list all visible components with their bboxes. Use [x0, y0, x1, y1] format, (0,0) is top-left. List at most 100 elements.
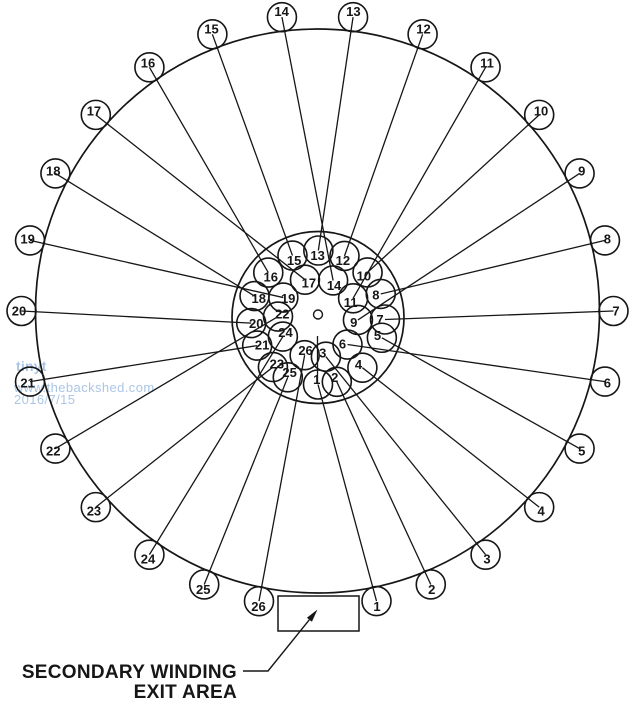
outer-wire-number-4: 4: [537, 503, 545, 518]
winding-line-10: [367, 114, 540, 273]
cluster-wire-circle-5: [366, 322, 398, 354]
winding-line-9: [357, 172, 580, 321]
cluster-wire-circle-25: [272, 362, 304, 393]
cluster-wire-number-4: 4: [355, 357, 363, 372]
winding-line-7: [384, 310, 614, 321]
outer-wire-circle-5: [564, 433, 595, 464]
outer-wire-number-3: 3: [483, 552, 490, 567]
exit-area-label: SECONDARY WINDING EXIT AREA: [22, 662, 237, 703]
outer-wire-number-5: 5: [578, 444, 585, 459]
winding-line-12: [343, 34, 424, 257]
outer-wire-number-11: 11: [480, 55, 494, 70]
outer-wire-circle-3: [470, 539, 501, 570]
outer-wire-number-15: 15: [204, 22, 218, 37]
cluster-wire-circle-17: [289, 264, 321, 295]
secondary-winding-exit-rect: [277, 595, 360, 632]
wire-bundle-outline-circle: [231, 230, 405, 405]
cluster-wire-circle-13: [303, 235, 334, 266]
winding-line-11: [352, 67, 487, 299]
stator-outline-circle: [34, 28, 601, 594]
winding-line-20: [21, 310, 252, 324]
outer-wire-number-12: 12: [416, 22, 430, 37]
outer-wire-circle-18: [40, 158, 71, 189]
cluster-wire-number-11: 11: [344, 295, 358, 310]
winding-line-5: [381, 337, 580, 450]
outer-wire-circle-21: [14, 366, 46, 397]
outer-wire-number-20: 20: [12, 304, 26, 319]
cluster-wire-number-17: 17: [302, 275, 316, 290]
winding-line-14: [281, 17, 334, 281]
cluster-wire-number-10: 10: [357, 268, 371, 283]
outer-wire-circle-14: [266, 1, 298, 33]
outer-wire-circle-23: [80, 491, 112, 523]
exit-area-callout: [243, 609, 318, 672]
cluster-wire-number-20: 20: [249, 316, 263, 331]
winding-line-15: [211, 34, 294, 256]
winding-line-1: [317, 384, 378, 602]
outer-wire-circle-15: [197, 18, 228, 50]
outer-wire-circle-25: [188, 569, 220, 600]
outer-wire-circle-9: [564, 158, 595, 189]
outer-wire-number-24: 24: [141, 552, 156, 567]
outer-wire-number-13: 13: [346, 4, 360, 19]
cluster-wire-number-6: 6: [339, 336, 346, 351]
outer-wire-number-22: 22: [46, 444, 60, 459]
cluster-wire-circle-4: [347, 352, 378, 383]
outer-wire-number-18: 18: [46, 163, 60, 178]
outer-wire-circle-16: [134, 52, 165, 83]
winding-line-17: [95, 114, 306, 281]
winding-line-6: [347, 343, 606, 383]
cluster-wire-number-21: 21: [255, 337, 269, 352]
cluster-wire-circle-24: [267, 321, 299, 352]
outer-wire-number-17: 17: [87, 104, 101, 119]
outer-wire-number-23: 23: [87, 503, 101, 518]
cluster-wire-circle-19: [268, 282, 299, 313]
exit-label-line2: EXIT AREA: [134, 682, 237, 703]
winding-line-18: [55, 172, 255, 297]
outer-wire-circle-13: [337, 1, 369, 33]
cluster-wire-number-8: 8: [372, 288, 379, 303]
winding-line-4: [361, 367, 540, 508]
outer-wire-circle-22: [40, 433, 71, 464]
cluster-wire-number-15: 15: [287, 253, 301, 268]
cluster-wire-number-23: 23: [270, 356, 284, 371]
winding-line-3: [325, 356, 487, 556]
winding-line-16: [148, 67, 269, 273]
cluster-wire-number-22: 22: [275, 306, 289, 321]
winding-line-25: [203, 377, 289, 585]
outer-wire-circle-24: [134, 539, 165, 570]
outer-wire-circle-6: [589, 366, 621, 397]
winding-line-26: [258, 355, 306, 602]
outer-wire-number-9: 9: [578, 163, 585, 178]
cluster-wire-circle-11: [337, 282, 369, 314]
cluster-wire-number-12: 12: [336, 253, 350, 268]
winding-line-23: [95, 366, 274, 508]
leader-arrowhead-icon: [306, 609, 318, 622]
winding-line-24: [148, 336, 284, 555]
outer-wire-number-6: 6: [604, 375, 611, 390]
outer-wire-number-1: 1: [373, 599, 380, 614]
winding-line-19: [29, 239, 284, 299]
outer-wire-number-10: 10: [534, 104, 548, 119]
winding-line-13: [317, 17, 354, 251]
cluster-wire-number-2: 2: [331, 370, 338, 385]
cluster-wire-circle-16: [252, 257, 284, 288]
cluster-wire-circle-14: [317, 265, 349, 296]
outer-wire-circle-1: [361, 585, 392, 617]
cluster-wire-number-1: 1: [313, 372, 320, 387]
cluster-wire-number-9: 9: [350, 315, 357, 330]
cluster-wire-number-3: 3: [319, 345, 326, 360]
outer-wire-circle-11: [470, 52, 501, 83]
outer-wire-circle-10: [523, 99, 555, 131]
center-mark: [312, 309, 324, 320]
outer-wire-number-16: 16: [141, 55, 155, 70]
outer-wire-number-25: 25: [196, 582, 210, 597]
cluster-wire-number-25: 25: [282, 365, 296, 380]
outer-wire-circle-26: [243, 585, 275, 617]
exit-label-line1: SECONDARY WINDING: [22, 662, 237, 683]
outer-wire-number-2: 2: [428, 582, 435, 597]
cluster-wire-number-14: 14: [327, 278, 342, 293]
cluster-wire-circle-10: [352, 257, 383, 288]
outer-wire-circle-4: [523, 491, 555, 523]
